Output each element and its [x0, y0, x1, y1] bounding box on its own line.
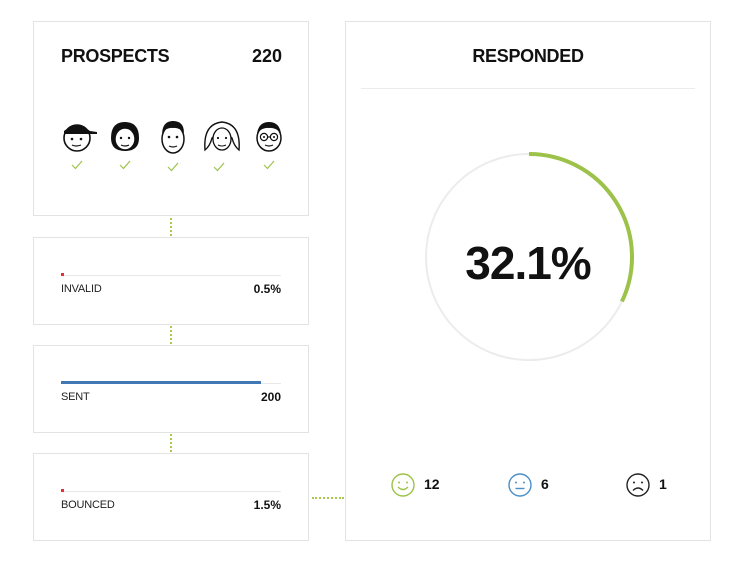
- woman-long-hair-icon: [204, 121, 240, 152]
- avatar-man-short-hair[interactable]: [155, 118, 191, 178]
- response-rate-gauge: [425, 152, 634, 361]
- happy-face-icon: [391, 473, 415, 497]
- check-icon: [213, 162, 225, 172]
- responded-title: RESPONDED: [472, 46, 584, 66]
- prospects-title: PROSPECTS: [61, 46, 170, 66]
- man-glasses-icon: [256, 122, 282, 152]
- connector-dots: [170, 434, 174, 452]
- avatar-cap-man[interactable]: [59, 118, 97, 178]
- neutral-face-icon: [508, 473, 532, 497]
- avatar-woman-long-hair[interactable]: [201, 118, 240, 178]
- woman-dark-hair-icon: [111, 122, 139, 151]
- invalid-label: INVALID: [61, 283, 102, 295]
- connector-dots-horizontal: [312, 497, 344, 499]
- response-rate-value: 32.1%: [465, 237, 591, 289]
- avatar-man-glasses[interactable]: [251, 118, 287, 178]
- sent-progress-fill: [61, 381, 262, 384]
- sent-label: SENT: [61, 391, 90, 403]
- invalid-progress-fill: [61, 273, 64, 276]
- neutral-count: 6: [541, 476, 549, 492]
- bounced-label: BOUNCED: [61, 499, 115, 511]
- connector-dots: [170, 218, 174, 236]
- check-icon: [263, 160, 275, 170]
- sent-value: 200: [260, 390, 281, 404]
- cap-man-icon: [63, 124, 97, 152]
- check-icon: [71, 160, 83, 170]
- check-icon: [119, 160, 131, 170]
- avatar-woman-dark-hair[interactable]: [107, 118, 143, 178]
- divider: [361, 88, 695, 89]
- bounced-progress-track: [61, 489, 281, 492]
- avatar-row: [59, 118, 289, 178]
- sent-progress-track: [61, 381, 281, 384]
- happy-count: 12: [424, 476, 440, 492]
- sent-card: SENT 200: [33, 345, 309, 433]
- bounced-progress-fill: [61, 489, 65, 492]
- sad-count: 1: [659, 476, 667, 492]
- check-icon: [167, 162, 179, 172]
- prospects-count: 220: [251, 46, 282, 66]
- connector-dots: [170, 326, 174, 344]
- responded-card: RESPONDED 32.1% 12 6 1: [345, 21, 711, 541]
- invalid-progress-track: [61, 273, 281, 276]
- invalid-value: 0.5%: [253, 282, 281, 296]
- bounced-value: 1.5%: [253, 498, 281, 512]
- gauge-progress-arc: [528, 152, 634, 303]
- man-short-hair-icon: [161, 121, 185, 154]
- invalid-card: INVALID 0.5%: [33, 237, 309, 325]
- sad-face-icon: [626, 473, 650, 497]
- prospects-card: PROSPECTS 220: [33, 21, 309, 216]
- bounced-card: BOUNCED 1.5%: [33, 453, 309, 541]
